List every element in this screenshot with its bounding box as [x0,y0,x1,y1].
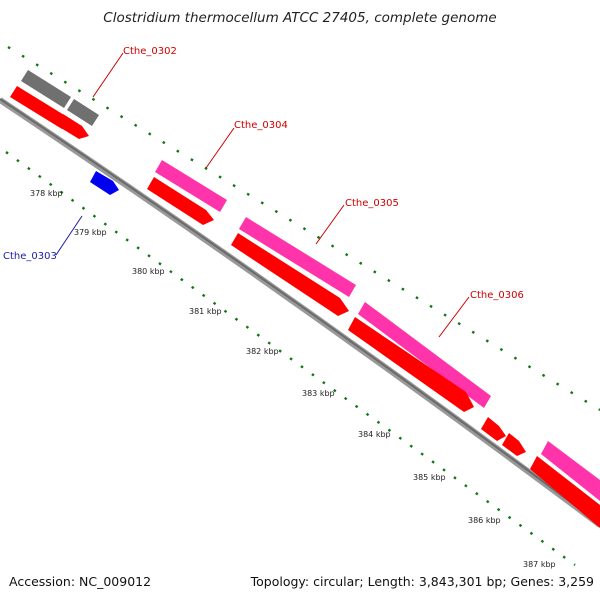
gene-label-cthe-0306[interactable]: Cthe_0306 [470,290,524,301]
tick-label: 384 kbp [358,430,391,439]
genome-backbone [0,97,600,528]
accession-text: Accession: NC_009012 [9,574,152,589]
map-title: Clostridium thermocellum ATCC 27405, com… [103,10,497,26]
gene-label-cthe-0302[interactable]: Cthe_0302 [123,46,177,57]
tick-label: 380 kbp [132,267,165,276]
gene-feature-red[interactable] [530,456,600,528]
gene-feature-pink[interactable] [541,441,600,501]
genome-summary-text: Topology: circular; Length: 3,843,301 bp… [250,574,594,589]
tick-label: 379 kbp [74,228,107,237]
inner-tick-ring [5,151,576,566]
gene-feature-red[interactable] [348,317,474,412]
gene-feature-blue[interactable] [90,171,119,195]
gene-label-cthe-0303[interactable]: Cthe_0303 [3,251,57,262]
tick-label: 385 kbp [413,473,446,482]
outer-tick-ring [7,45,600,412]
leader-line-cthe-0305 [315,204,345,245]
tick-label: 383 kbp [302,389,335,398]
gene-feature-red[interactable] [231,233,349,316]
tick-label: 382 kbp [246,347,279,356]
gene-feature-gray[interactable] [21,70,71,108]
leader-line-cthe-0306 [438,296,470,338]
tick-label: 386 kbp [468,516,501,525]
leader-line-cthe-0304 [205,127,235,169]
gene-feature-gray[interactable] [67,99,99,126]
leader-line-cthe-0303 [55,215,83,256]
gene-feature-red[interactable] [481,417,506,441]
gene-feature-red[interactable] [56,114,89,139]
tick-label: 387 kbp [523,560,556,569]
gene-feature-pink[interactable] [155,160,227,212]
gene-feature-pink[interactable] [358,302,491,408]
gene-label-cthe-0304[interactable]: Cthe_0304 [234,120,288,131]
gene-label-cthe-0305[interactable]: Cthe_0305 [345,198,399,209]
tick-label: 378 kbp [30,189,63,198]
gene-feature-red[interactable] [502,433,526,456]
leader-line-cthe-0302 [92,52,124,98]
genome-backbone-edge [0,98,600,525]
gene-feature-red[interactable] [10,86,69,129]
tick-label: 381 kbp [189,307,222,316]
gene-feature-red[interactable] [147,177,214,225]
gene-feature-pink[interactable] [239,217,356,297]
